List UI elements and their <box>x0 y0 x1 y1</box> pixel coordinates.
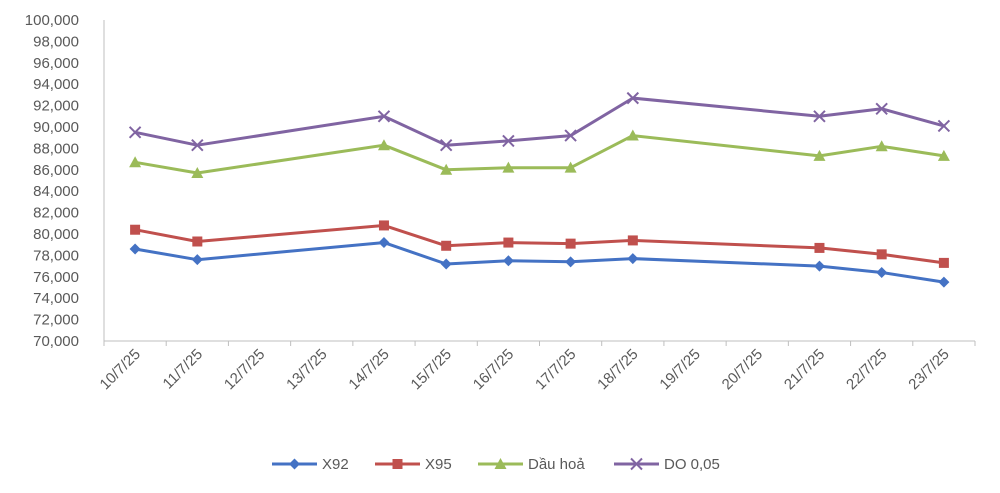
data-point <box>378 220 389 231</box>
x-tick-label: 14/7/25 <box>345 346 392 393</box>
series-line <box>134 241 945 284</box>
data-point <box>626 91 640 105</box>
data-point <box>191 167 204 179</box>
x-tick-label: 13/7/25 <box>283 346 330 393</box>
data-point <box>130 224 141 235</box>
y-tick-label: 96,000 <box>33 55 79 72</box>
data-point <box>439 138 453 152</box>
legend-item: DO 0,05 <box>614 456 720 473</box>
series-do-0-05 <box>128 91 951 152</box>
data-point <box>440 258 452 270</box>
data-point <box>938 276 950 288</box>
y-tick-label: 74,000 <box>33 290 79 307</box>
data-point <box>626 129 639 141</box>
legend-item: X95 <box>375 456 452 473</box>
y-tick-label: 86,000 <box>33 162 79 179</box>
legend-label: DO 0,05 <box>664 456 720 473</box>
x-tick-label: 18/7/25 <box>594 346 641 393</box>
legend-marker <box>392 459 403 469</box>
data-point <box>937 119 951 133</box>
legend-item: X92 <box>272 456 349 473</box>
y-tick-label: 78,000 <box>33 247 79 264</box>
series-x95 <box>130 220 949 268</box>
data-point <box>875 140 888 152</box>
y-tick-label: 80,000 <box>33 226 79 243</box>
data-point <box>502 134 515 148</box>
legend-label: X95 <box>425 456 452 473</box>
legend-marker <box>494 458 507 469</box>
y-tick-label: 94,000 <box>33 76 79 93</box>
y-tick-label: 90,000 <box>33 119 79 136</box>
data-point <box>129 156 142 168</box>
legend-label: Dầu hoả <box>528 456 585 473</box>
data-point <box>378 237 390 249</box>
x-tick-label: 23/7/25 <box>905 346 952 393</box>
data-point <box>814 242 825 253</box>
x-tick-label: 19/7/25 <box>656 346 703 393</box>
y-tick-label: 84,000 <box>33 183 79 200</box>
data-point <box>502 255 514 267</box>
y-tick-label: 82,000 <box>33 205 79 222</box>
legend: X92 X95 Dầu hoả DO 0,05 <box>272 456 720 473</box>
legend-marker <box>289 458 300 470</box>
x-tick-label: 10/7/25 <box>97 346 144 393</box>
y-tick-label: 70,000 <box>33 333 79 350</box>
x-tick-label: 11/7/25 <box>160 346 207 393</box>
x-tick-label: 22/7/25 <box>843 346 890 393</box>
data-point <box>440 163 453 175</box>
y-tick-label: 92,000 <box>33 98 79 115</box>
legend-label: X92 <box>322 456 349 473</box>
data-point <box>564 129 577 142</box>
data-point <box>938 257 949 268</box>
data-point <box>191 138 204 152</box>
data-point <box>876 267 888 279</box>
data-point <box>192 236 203 247</box>
data-point <box>503 237 514 248</box>
x-tick-label: 20/7/25 <box>719 346 766 393</box>
y-tick-label: 100,000 <box>25 12 79 29</box>
data-point <box>627 253 639 265</box>
series-line <box>134 96 945 147</box>
data-point <box>876 249 887 260</box>
x-axis-ticks: 10/7/25 11/7/25 12/7/25 13/7/25 14/7/25 15/7/… <box>97 341 976 393</box>
y-tick-label: 88,000 <box>33 140 79 157</box>
y-tick-label: 98,000 <box>33 33 79 50</box>
legend-marker <box>630 457 643 471</box>
data-point <box>565 256 577 268</box>
data-point <box>565 238 576 249</box>
data-point <box>937 149 950 161</box>
data-point <box>377 110 391 123</box>
data-point <box>875 102 888 116</box>
data-point <box>377 139 390 151</box>
data-point <box>813 260 825 272</box>
series-d-u-ho- <box>129 129 950 179</box>
data-point <box>128 126 142 139</box>
data-point <box>191 254 203 266</box>
y-tick-label: 72,000 <box>33 312 79 329</box>
data-point <box>627 235 638 246</box>
data-point <box>813 149 826 161</box>
series-group <box>128 91 951 288</box>
y-tick-label: 76,000 <box>33 269 79 286</box>
data-point <box>502 161 515 173</box>
x-tick-label: 15/7/25 <box>408 346 455 393</box>
series-line <box>134 134 945 175</box>
series-x92 <box>129 237 950 288</box>
x-tick-label: 16/7/25 <box>470 346 517 393</box>
data-point <box>129 243 141 255</box>
data-point <box>441 240 452 251</box>
x-tick-label: 12/7/25 <box>221 346 268 393</box>
series-line <box>134 223 945 265</box>
data-point <box>564 161 577 173</box>
y-axis-ticks: 70,000 72,000 74,000 76,000 78,000 80,000 82,0… <box>25 12 79 350</box>
x-tick-label: 17/7/25 <box>532 346 579 393</box>
legend-item: Dầu hoả <box>478 456 585 473</box>
x-tick-label: 21/7/25 <box>781 346 828 393</box>
chart-axes <box>103 20 975 342</box>
data-point <box>813 110 826 123</box>
